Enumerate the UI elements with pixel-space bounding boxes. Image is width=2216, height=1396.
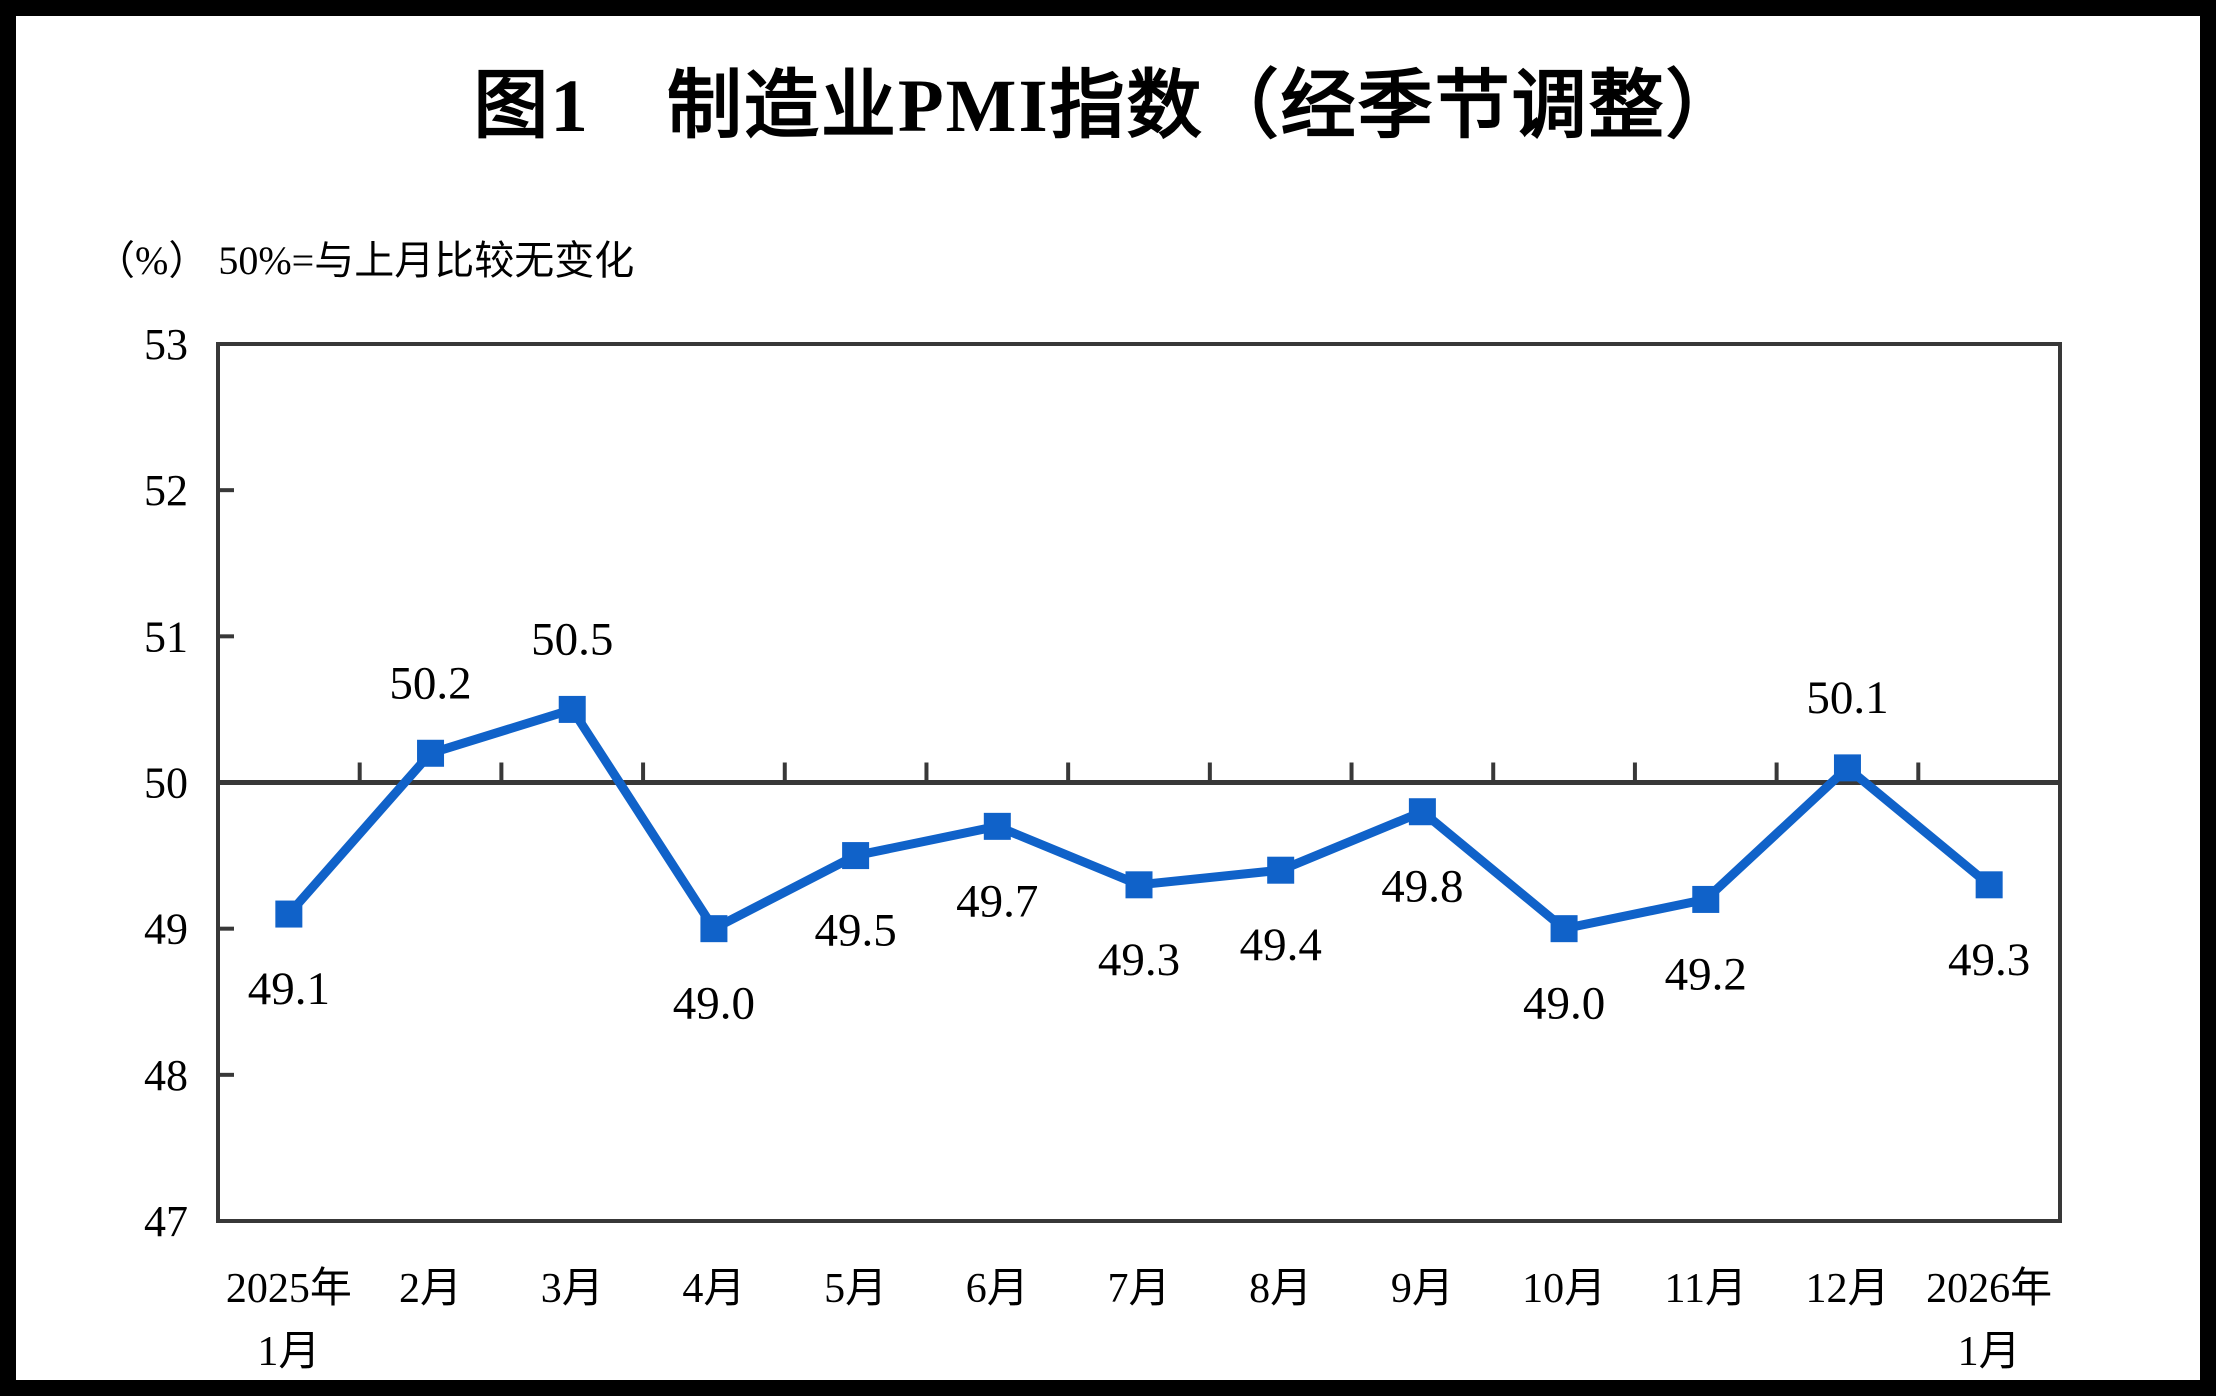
- x-axis-label: 11月: [1665, 1266, 1747, 1312]
- x-axis-label: 3月: [541, 1266, 604, 1312]
- x-axis-label: 2026年: [1926, 1265, 2052, 1312]
- data-point-marker: [700, 915, 728, 943]
- x-axis-label: 2月: [399, 1266, 462, 1312]
- data-point-label: 49.5: [814, 905, 896, 957]
- y-axis-label: 49: [144, 905, 188, 954]
- x-axis-label: 2025年: [226, 1265, 352, 1312]
- data-point-marker: [1833, 754, 1861, 782]
- y-axis-label: 48: [144, 1051, 188, 1100]
- data-point-marker: [417, 739, 445, 767]
- data-point-marker: [275, 900, 303, 928]
- figure-background: [16, 16, 2200, 1380]
- x-axis-label: 10月: [1522, 1266, 1606, 1312]
- data-point-label: 49.3: [1098, 934, 1180, 986]
- data-point-label: 49.8: [1381, 861, 1463, 913]
- data-point-label: 49.2: [1665, 948, 1747, 1000]
- y-axis-label: 50: [144, 759, 188, 808]
- data-point-marker: [1975, 871, 2003, 899]
- data-point-marker: [1692, 885, 1720, 913]
- data-point-marker: [1408, 798, 1436, 826]
- data-point-label: 50.2: [389, 657, 471, 709]
- x-axis-label: 7月: [1107, 1266, 1170, 1312]
- axis-unit-note: （%） 50%=与上月比较无变化: [95, 238, 635, 283]
- data-point-label: 49.7: [956, 875, 1038, 927]
- y-axis-label: 51: [144, 612, 188, 661]
- y-axis-label: 52: [144, 466, 188, 515]
- x-axis-label: 8月: [1249, 1266, 1312, 1312]
- x-axis-label: 1月: [257, 1329, 320, 1375]
- data-point-marker: [983, 812, 1011, 840]
- x-axis-label: 4月: [682, 1266, 745, 1312]
- data-point-marker: [558, 695, 586, 723]
- chart-title: 图1 制造业PMI指数（经季节调整）: [473, 65, 1743, 148]
- data-point-label: 49.4: [1240, 919, 1322, 971]
- data-point-label: 50.5: [531, 613, 613, 665]
- data-point-marker: [1550, 915, 1578, 943]
- data-point-label: 49.0: [1523, 978, 1605, 1030]
- data-point-label: 49.0: [673, 978, 755, 1030]
- data-point-marker: [1267, 856, 1295, 884]
- x-axis-label: 5月: [824, 1266, 887, 1312]
- data-point-label: 49.3: [1948, 934, 2030, 986]
- x-axis-label: 1月: [1958, 1329, 2021, 1375]
- data-point-label: 50.1: [1806, 672, 1888, 724]
- y-axis-label: 47: [144, 1197, 188, 1246]
- data-point-marker: [1125, 871, 1153, 899]
- data-point-marker: [842, 842, 870, 870]
- x-axis-label: 9月: [1391, 1266, 1454, 1312]
- x-axis-label: 6月: [966, 1266, 1029, 1312]
- y-axis-label: 53: [144, 320, 188, 369]
- x-axis-label: 12月: [1805, 1266, 1889, 1312]
- data-point-label: 49.1: [248, 963, 330, 1015]
